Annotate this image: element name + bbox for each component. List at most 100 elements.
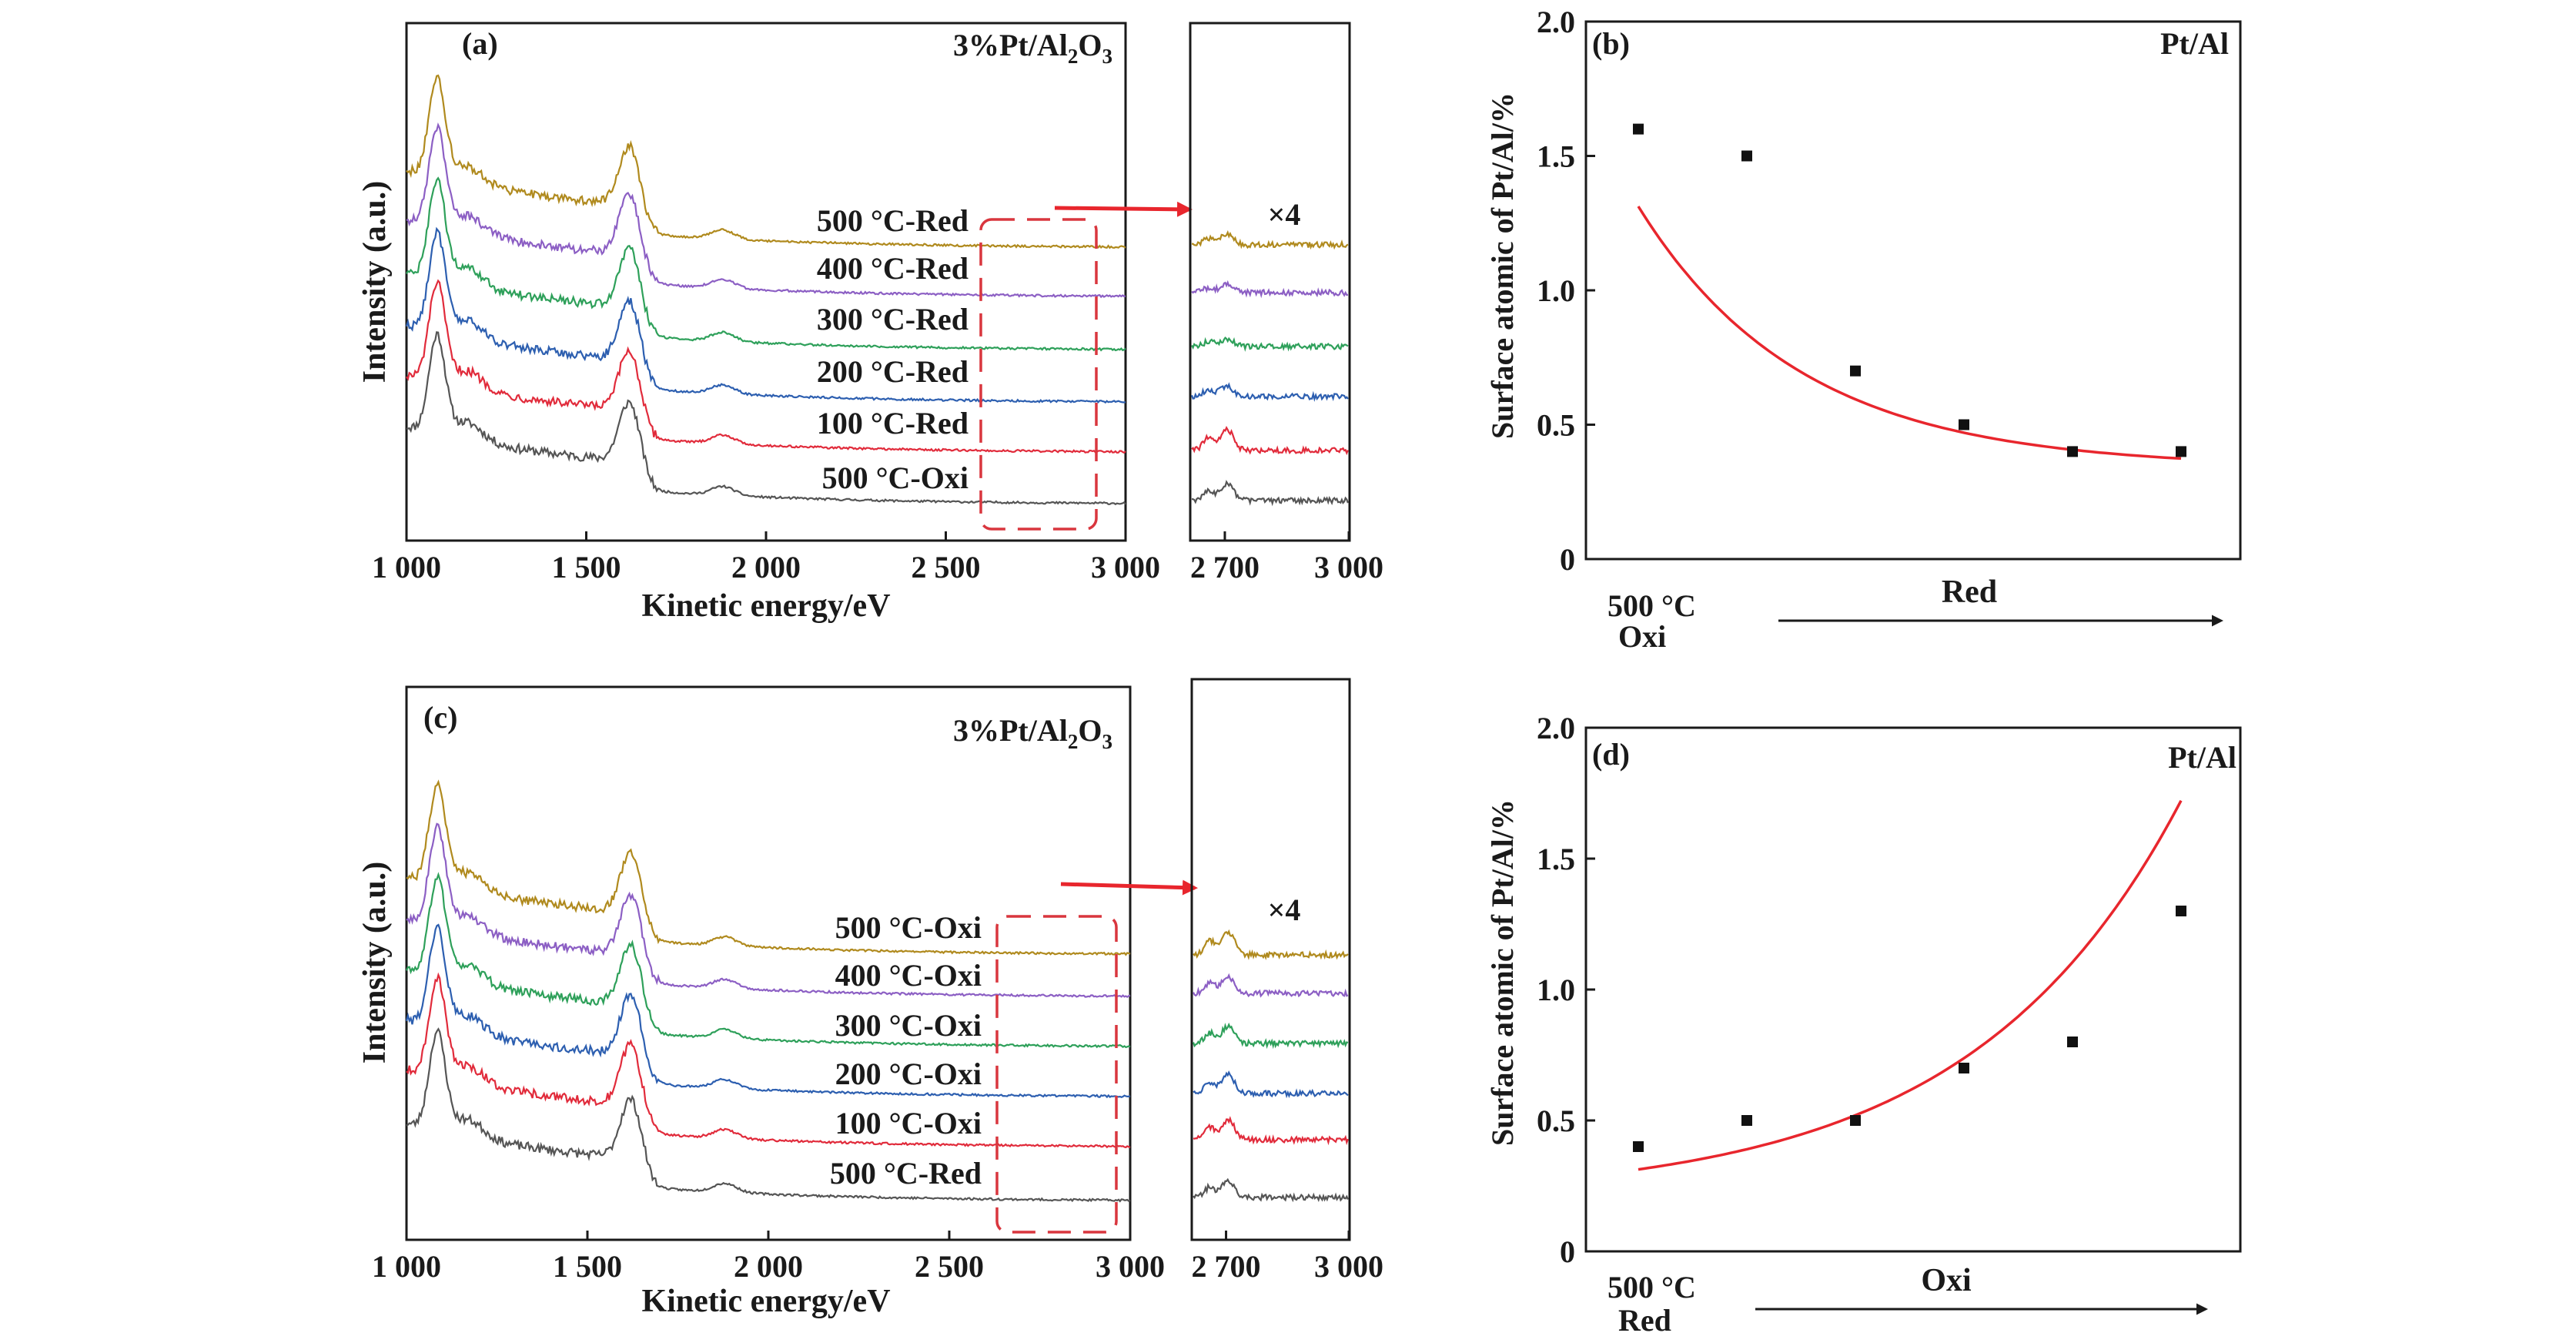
d-ytick-label: 1.5 bbox=[1537, 842, 1575, 876]
a-series-label-0: 500 °C-Oxi bbox=[822, 461, 969, 495]
c-series-label-3: 300 °C-Oxi bbox=[835, 1008, 982, 1043]
panel-c-x-ticks: 1 000 1 500 2 000 2 500 3 000 bbox=[372, 1231, 1165, 1284]
panel-b-corner-label: Pt/Al bbox=[2160, 26, 2229, 61]
c-inset-spectrum-0 bbox=[1193, 1177, 1349, 1203]
a-series-label-5: 500 °C-Red bbox=[817, 203, 969, 238]
a-series-label-1: 100 °C-Red bbox=[817, 406, 969, 440]
c-series-label-1: 100 °C-Oxi bbox=[835, 1106, 982, 1140]
a-xtick-label: 2 500 bbox=[912, 550, 981, 584]
a-inset-xtick-label: 3 000 bbox=[1314, 550, 1383, 584]
c-inset-spectrum-2 bbox=[1193, 1070, 1349, 1099]
panel-c-ylabel: Intensity (a.u.) bbox=[357, 862, 393, 1064]
c-inset-spectrum-1 bbox=[1193, 1116, 1349, 1146]
panel-a-sample-label: 3%Pt/Al2O3 bbox=[953, 28, 1112, 68]
b-data-point bbox=[1741, 150, 1752, 162]
c-spectrum-0 bbox=[406, 1027, 1131, 1203]
panel-d-corner-label: Pt/Al bbox=[2168, 740, 2236, 775]
c-spectrum-3 bbox=[405, 872, 1131, 1049]
c-series-label-2: 200 °C-Oxi bbox=[835, 1057, 982, 1091]
c-xtick-label: 2 000 bbox=[734, 1249, 803, 1284]
c-inset-xtick-label: 3 000 bbox=[1314, 1249, 1383, 1284]
panel-b-start-label-line2: Oxi bbox=[1618, 619, 1666, 654]
panel-b-fit-curve bbox=[1637, 206, 2182, 461]
panel-a-ylabel: Intensity (a.u.) bbox=[357, 181, 393, 383]
a-inset-spectrum-4 bbox=[1191, 280, 1348, 299]
panel-a: 500 °C-Oxi 100 °C-Red 200 °C-Red 300 °C-Red… bbox=[357, 22, 1383, 624]
a-inset-spectrum-5 bbox=[1191, 229, 1349, 250]
a-inset-spectrum-3 bbox=[1191, 336, 1349, 352]
a-spectrum-3 bbox=[406, 176, 1126, 352]
panel-a-frame bbox=[405, 22, 1127, 542]
panel-c-inset-spectra bbox=[1192, 929, 1349, 1203]
a-series-label-4: 400 °C-Red bbox=[817, 251, 969, 286]
panel-c-frame bbox=[405, 685, 1132, 1241]
panel-a-highlight-box bbox=[979, 218, 1098, 531]
c-spectrum-5 bbox=[406, 779, 1131, 956]
panel-d-start-label-line2: Red bbox=[1618, 1303, 1671, 1338]
d-ytick-label: 0.5 bbox=[1537, 1104, 1575, 1138]
panel-b-frame bbox=[1584, 20, 2242, 561]
a-series-label-3: 300 °C-Red bbox=[817, 302, 969, 337]
panel-a-label: (a) bbox=[462, 26, 498, 61]
panel-b-start-label-line1: 500 °C bbox=[1607, 588, 1696, 623]
panel-b-label: (b) bbox=[1592, 26, 1630, 61]
d-data-point bbox=[1741, 1115, 1752, 1126]
d-data-point bbox=[1633, 1141, 1644, 1152]
panel-d-direction-label: Oxi bbox=[1921, 1263, 1972, 1298]
panel-c-inset-multiplier: ×4 bbox=[1268, 893, 1301, 927]
panel-a-inset-frame bbox=[1189, 22, 1351, 542]
d-ytick-label: 0 bbox=[1560, 1234, 1575, 1269]
panel-d-start-label-line1: 500 °C bbox=[1607, 1270, 1696, 1304]
a-spectrum-2 bbox=[405, 226, 1126, 404]
panel-d-frame bbox=[1584, 726, 2242, 1253]
b-data-point bbox=[1959, 419, 1969, 430]
panel-b-y-ticks: 0 0.5 1.0 1.5 2.0 bbox=[1537, 5, 1595, 577]
panel-a-x-ticks: 1 000 1 500 2 000 2 500 3 000 bbox=[372, 531, 1160, 584]
a-spectrum-5 bbox=[406, 74, 1126, 250]
panel-a-series-labels: 500 °C-Oxi 100 °C-Red 200 °C-Red 300 °C-Red… bbox=[817, 203, 969, 495]
panel-d-data-points bbox=[1633, 906, 2186, 1152]
b-data-point bbox=[2067, 446, 2078, 457]
a-inset-spectrum-1 bbox=[1191, 426, 1349, 456]
c-xtick-label: 1 500 bbox=[553, 1249, 622, 1284]
d-data-point bbox=[2067, 1037, 2078, 1047]
panel-c-spectra bbox=[405, 779, 1131, 1203]
panel-c-highlight-box bbox=[995, 915, 1118, 1234]
b-ytick-label: 1.5 bbox=[1537, 139, 1575, 174]
panel-d-ylabel: Surface atomic of Pt/Al/% bbox=[1485, 799, 1520, 1146]
panel-a-zoom-arrow bbox=[1054, 201, 1193, 217]
panel-c-series-labels: 500 °C-Red 100 °C-Oxi 200 °C-Oxi 300 °C-Oxi… bbox=[830, 910, 982, 1191]
panel-c-inset-x-ticks: 2 700 3 000 bbox=[1192, 1231, 1383, 1284]
panel-a-inset-multiplier: ×4 bbox=[1268, 197, 1301, 232]
panel-a-inset-spectra bbox=[1190, 229, 1349, 507]
c-xtick-label: 1 000 bbox=[372, 1249, 441, 1284]
c-spectrum-2 bbox=[405, 923, 1131, 1099]
a-spectrum-4 bbox=[406, 122, 1126, 299]
a-inset-spectrum-0 bbox=[1191, 480, 1349, 507]
c-xtick-label: 2 500 bbox=[915, 1249, 984, 1284]
c-series-label-5: 500 °C-Oxi bbox=[835, 910, 982, 945]
c-xtick-label: 3 000 bbox=[1096, 1249, 1165, 1284]
d-ytick-label: 2.0 bbox=[1537, 711, 1575, 745]
b-data-point bbox=[1633, 123, 1644, 135]
d-data-point bbox=[1959, 1063, 1969, 1073]
b-ytick-label: 0 bbox=[1560, 542, 1575, 577]
b-ytick-label: 2.0 bbox=[1537, 5, 1575, 39]
panel-c-xlabel: Kinetic energy/eV bbox=[641, 1284, 890, 1319]
d-ytick-label: 1.0 bbox=[1537, 973, 1575, 1007]
a-inset-spectrum-2 bbox=[1190, 382, 1349, 402]
panel-d: 0 0.5 1.0 1.5 2.0 (d) Pt/Al Surface atomic o… bbox=[1485, 711, 2242, 1338]
b-ytick-label: 0.5 bbox=[1537, 408, 1575, 443]
panel-c-inset-frame bbox=[1190, 678, 1351, 1241]
panel-d-y-ticks: 0 0.5 1.0 1.5 2.0 bbox=[1537, 711, 1595, 1269]
panel-a-spectra bbox=[405, 74, 1126, 506]
panel-b-data-points bbox=[1633, 123, 2186, 457]
panel-a-inset-x-ticks: 2 700 3 000 bbox=[1190, 531, 1383, 584]
a-inset-xtick-label: 2 700 bbox=[1190, 550, 1260, 584]
b-data-point bbox=[2176, 446, 2186, 457]
panel-c-sample-label: 3%Pt/Al2O3 bbox=[953, 713, 1112, 753]
panel-c-zoom-arrow bbox=[1060, 879, 1198, 896]
a-xtick-label: 3 000 bbox=[1091, 550, 1160, 584]
panel-b-direction-label: Red bbox=[1942, 574, 1997, 610]
c-inset-spectrum-4 bbox=[1193, 973, 1349, 998]
